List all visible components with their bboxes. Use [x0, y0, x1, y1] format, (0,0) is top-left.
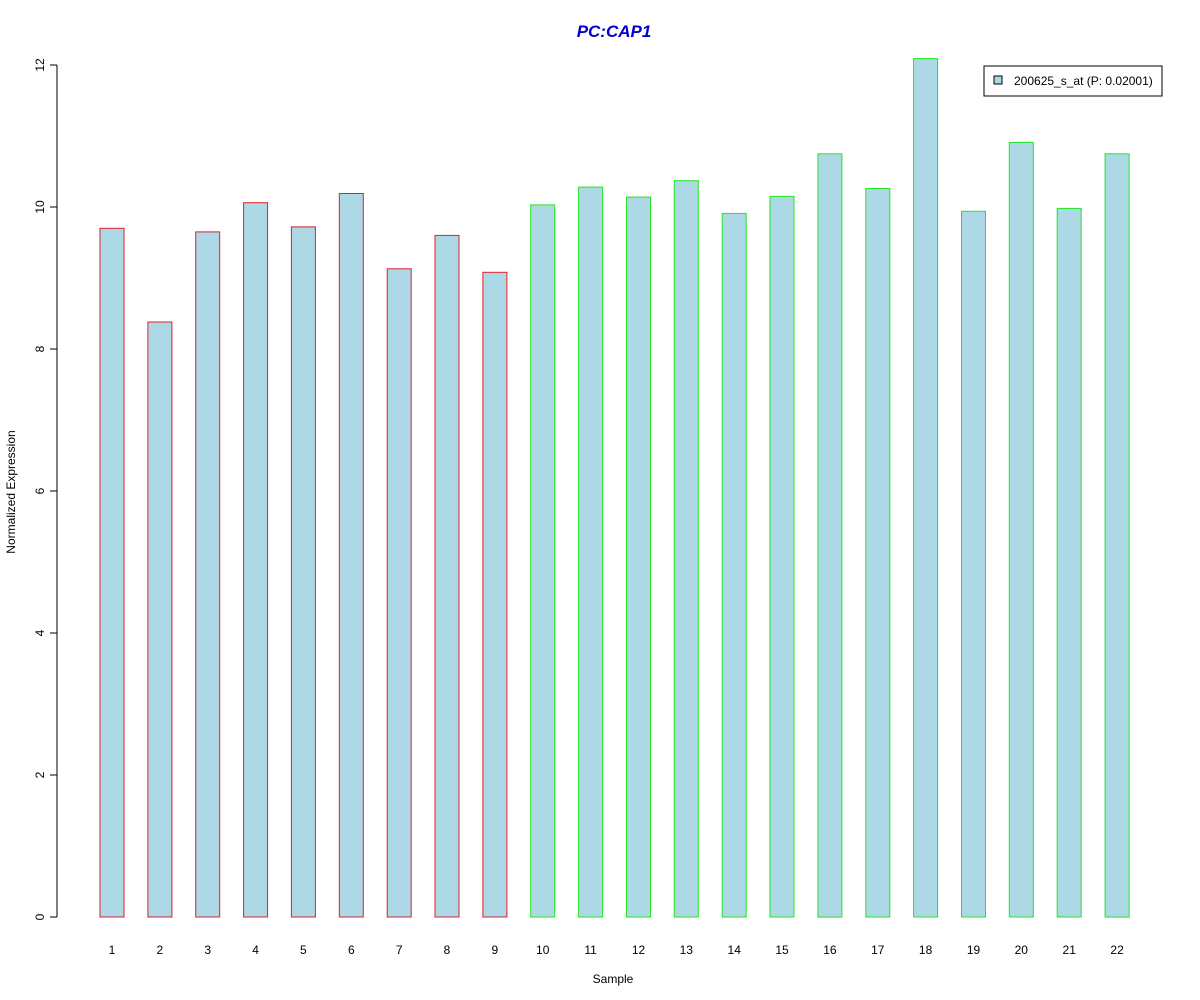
x-tick-label: 22 — [1110, 943, 1124, 957]
bar-sample-19 — [961, 210, 986, 918]
y-tick-label: 2 — [33, 771, 47, 778]
chart-title: PC:CAP1 — [577, 22, 652, 41]
y-tick-label: 6 — [33, 487, 47, 494]
bar-sample-15 — [769, 195, 795, 918]
x-tick-label: 18 — [919, 943, 933, 957]
bar-sample-1 — [99, 227, 125, 918]
bar-sample-22 — [1104, 153, 1130, 918]
x-tick-label: 11 — [584, 943, 597, 957]
legend-swatch — [993, 75, 1003, 85]
bar-sample-2 — [147, 321, 173, 918]
y-axis: 0 2 4 6 8 10 12 — [33, 58, 58, 920]
y-tick-label: 8 — [33, 345, 47, 352]
x-tick-label: 3 — [204, 943, 211, 957]
x-tick-label: 7 — [396, 943, 403, 957]
bar-sample-21 — [1056, 207, 1082, 918]
legend-label: 200625_s_at (P: 0.02001) — [1014, 74, 1153, 88]
bar-sample-12 — [626, 196, 651, 918]
x-tick-label: 12 — [632, 943, 646, 957]
bar-sample-4 — [243, 202, 269, 918]
bar-sample-10 — [530, 204, 556, 918]
bar-sample-20 — [1008, 141, 1034, 918]
y-tick-label: 0 — [33, 913, 47, 920]
bar-sample-6 — [338, 193, 364, 918]
bar-sample-3 — [195, 231, 221, 918]
bar-sample-13 — [673, 180, 699, 918]
x-tick-label: 15 — [775, 943, 789, 957]
x-tick-label: 21 — [1063, 943, 1077, 957]
x-tick-label: 20 — [1015, 943, 1029, 957]
bar-sample-5 — [290, 226, 316, 918]
x-tick-label: 2 — [157, 943, 164, 957]
y-tick-label: 10 — [33, 200, 47, 214]
x-tick-label: 6 — [348, 943, 355, 957]
x-tick-label: 13 — [680, 943, 694, 957]
bar-sample-7 — [386, 268, 412, 918]
x-tick-label: 10 — [536, 943, 550, 957]
bar-sample-17 — [865, 188, 891, 918]
x-tick-label: 17 — [871, 943, 885, 957]
bar-sample-9 — [482, 271, 508, 918]
x-tick-label: 19 — [967, 943, 981, 957]
bar-sample-16 — [817, 153, 843, 918]
bar-series — [99, 58, 1130, 918]
y-tick-label: 12 — [33, 58, 47, 72]
x-tick-label: 5 — [300, 943, 307, 957]
y-axis-label: Normalized Expression — [4, 430, 18, 553]
legend-box — [983, 65, 1163, 97]
bar-sample-11 — [578, 186, 604, 918]
x-axis-label: Sample — [593, 972, 634, 986]
legend: 200625_s_at (P: 0.02001) — [983, 65, 1163, 97]
bar-sample-8 — [434, 234, 460, 918]
x-tick-label: 8 — [444, 943, 451, 957]
x-tick-label: 9 — [492, 943, 499, 957]
x-tick-labels: 1 2 3 4 5 6 7 8 9 10 11 12 13 14 15 16 17 18 19 20 21 22 — [109, 943, 1124, 957]
x-tick-label: 14 — [728, 943, 742, 957]
bar-sample-18 — [913, 58, 939, 918]
y-tick-label: 4 — [33, 629, 47, 636]
bar-sample-14 — [721, 212, 747, 918]
x-tick-label: 16 — [823, 943, 837, 957]
x-tick-label: 4 — [252, 943, 259, 957]
x-tick-label: 1 — [109, 943, 116, 957]
